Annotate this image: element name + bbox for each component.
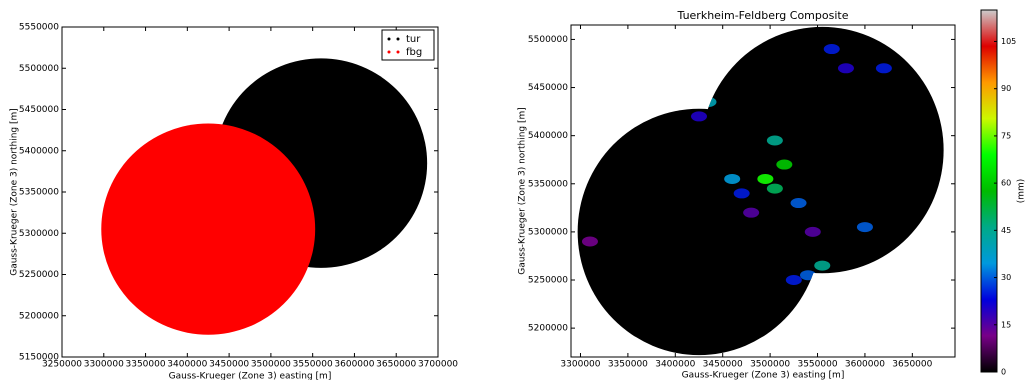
x-tick-label: 3700000: [418, 360, 458, 370]
y-tick-label: 5200000: [528, 324, 568, 334]
x-tick-label: 3600000: [334, 360, 374, 370]
y-tick-label: 5450000: [19, 105, 59, 115]
x-axis-label: Gauss-Krueger (Zone 3) easting [m]: [169, 372, 332, 380]
x-tick-label: 3500000: [750, 360, 790, 370]
chart-title: Tuerkheim-Feldberg Composite: [677, 9, 849, 22]
precip-cell: [824, 44, 840, 54]
y-tick-label: 5500000: [528, 35, 568, 45]
precip-cell: [743, 208, 759, 218]
precip-cell: [776, 160, 792, 170]
colorbar-label: (mm): [1017, 179, 1027, 204]
legend-marker: [397, 38, 400, 41]
y-tick-label: 5350000: [19, 188, 59, 198]
y-tick-label: 5550000: [19, 23, 59, 33]
precip-cell: [700, 97, 716, 107]
legend-marker: [397, 51, 400, 54]
x-tick-label: 3350000: [608, 360, 648, 370]
x-tick-label: 3300000: [84, 360, 124, 370]
precip-cell: [876, 63, 892, 73]
x-tick-label: 3400000: [655, 360, 695, 370]
precip-cell: [734, 188, 750, 198]
x-tick-label: 3650000: [892, 360, 932, 370]
precip-cell: [791, 198, 807, 208]
precip-cell: [838, 63, 854, 73]
x-tick-label: 3350000: [126, 360, 166, 370]
x-axis-label: Gauss-Krueger (Zone 3) easting [m]: [682, 371, 845, 380]
colorbar: [981, 10, 997, 372]
x-tick-label: 3550000: [797, 360, 837, 370]
x-tick-label: 3500000: [251, 360, 291, 370]
x-tick-label: 3650000: [376, 360, 416, 370]
colorbar-tick-label: 45: [1001, 226, 1011, 235]
y-tick-label: 5400000: [19, 146, 59, 156]
precip-cell: [757, 174, 773, 184]
legend-marker: [388, 38, 391, 41]
precip-cell: [582, 237, 598, 247]
precip-cell: [724, 174, 740, 184]
radar-range: [578, 109, 821, 355]
precip-cell: [767, 135, 783, 145]
y-tick-label: 5300000: [528, 227, 568, 237]
x-tick-label: 3450000: [209, 360, 249, 370]
point-cloud: [101, 124, 315, 335]
precip-cell: [857, 222, 873, 232]
legend-marker: [388, 51, 391, 54]
precip-cell: [814, 261, 830, 271]
precip-cell: [767, 184, 783, 194]
x-tick-label: 3550000: [293, 360, 333, 370]
precip-cell: [800, 270, 816, 280]
colorbar-tick-label: 15: [1001, 320, 1011, 329]
x-tick-label: 3600000: [845, 360, 885, 370]
x-tick-label: 3400000: [167, 360, 207, 370]
x-tick-label: 3300000: [560, 360, 600, 370]
y-tick-label: 5450000: [528, 83, 568, 93]
y-tick-label: 5250000: [528, 276, 568, 286]
y-tick-label: 5250000: [19, 270, 59, 280]
colorbar-tick-label: 90: [1001, 84, 1011, 93]
x-tick-label: 3450000: [703, 360, 743, 370]
y-tick-label: 5350000: [528, 179, 568, 189]
plot-area: [62, 27, 438, 357]
colorbar-tick-label: 75: [1001, 131, 1011, 140]
precip-cell: [786, 275, 802, 285]
precip-cell: [691, 111, 707, 121]
colorbar-tick-label: 0: [1001, 368, 1006, 377]
y-tick-label: 5400000: [528, 131, 568, 141]
colorbar-tick-label: 60: [1001, 179, 1011, 188]
y-tick-label: 5200000: [19, 311, 59, 321]
y-tick-label: 5500000: [19, 64, 59, 74]
legend-label: fbg: [406, 47, 422, 58]
precip-cell: [805, 227, 821, 237]
colorbar-tick-label: 105: [1001, 37, 1016, 46]
y-tick-label: 5300000: [19, 229, 59, 239]
y-axis-label: Gauss-Krueger (Zone 3) northing [m]: [518, 107, 528, 275]
y-tick-label: 5150000: [19, 353, 59, 363]
figure: Gauss-Krueger (Zone 3) easting [m] Gauss…: [0, 0, 1027, 380]
colorbar-tick-label: 30: [1001, 273, 1011, 282]
legend-label: tur: [406, 34, 421, 45]
